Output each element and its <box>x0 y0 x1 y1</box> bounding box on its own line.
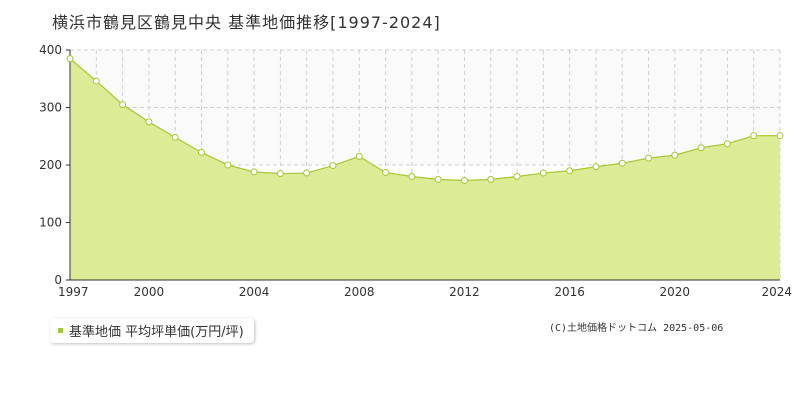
y-tick-label: 0 <box>54 273 62 287</box>
credit-text: (C)土地価格ドットコム 2025-05-06 <box>549 323 724 334</box>
data-point <box>618 159 626 167</box>
y-tick-label: 100 <box>39 216 62 230</box>
data-point <box>487 175 495 183</box>
data-point <box>750 132 758 140</box>
x-tick-label: 2016 <box>554 285 585 299</box>
data-point <box>355 152 363 160</box>
data-point <box>303 169 311 177</box>
legend-swatch <box>58 328 63 333</box>
data-point <box>697 144 705 152</box>
data-point <box>250 168 258 176</box>
data-point <box>434 175 442 183</box>
data-point <box>408 173 416 180</box>
data-point <box>145 118 153 126</box>
data-point <box>197 148 205 156</box>
data-point <box>645 154 653 162</box>
data-point <box>171 133 179 141</box>
data-point <box>566 167 574 175</box>
x-tick-label: 2000 <box>134 285 165 299</box>
data-point <box>329 162 337 170</box>
x-tick-label: 1997 <box>58 285 89 299</box>
y-tick-label: 200 <box>39 158 62 172</box>
data-point <box>119 101 127 109</box>
chart-legend: 基準地価 平均坪単価(万円/坪) <box>50 318 254 343</box>
data-point <box>776 132 784 140</box>
series-area <box>70 58 780 280</box>
data-point <box>382 168 390 176</box>
data-point <box>276 170 284 178</box>
chart-title: 横浜市鶴見区鶴見中央 基準地価推移[1997-2024] <box>52 13 441 32</box>
legend-label: 基準地価 平均坪単価(万円/坪) <box>69 325 244 340</box>
data-point <box>671 151 679 159</box>
data-point <box>723 140 731 148</box>
y-tick-label: 400 <box>39 43 62 57</box>
data-point <box>66 55 74 63</box>
x-tick-label: 2004 <box>239 285 270 299</box>
x-tick-label: 2008 <box>344 285 375 299</box>
x-tick-label: 2024 <box>761 285 792 299</box>
data-point <box>92 77 100 85</box>
series-line <box>69 58 780 182</box>
data-point <box>460 177 468 185</box>
data-point <box>592 163 600 171</box>
data-point <box>224 161 232 169</box>
x-tick-label: 2012 <box>449 285 480 299</box>
data-point <box>513 173 521 180</box>
data-point <box>539 169 547 177</box>
x-tick-label: 2020 <box>660 285 691 299</box>
y-tick-label: 300 <box>39 101 62 115</box>
